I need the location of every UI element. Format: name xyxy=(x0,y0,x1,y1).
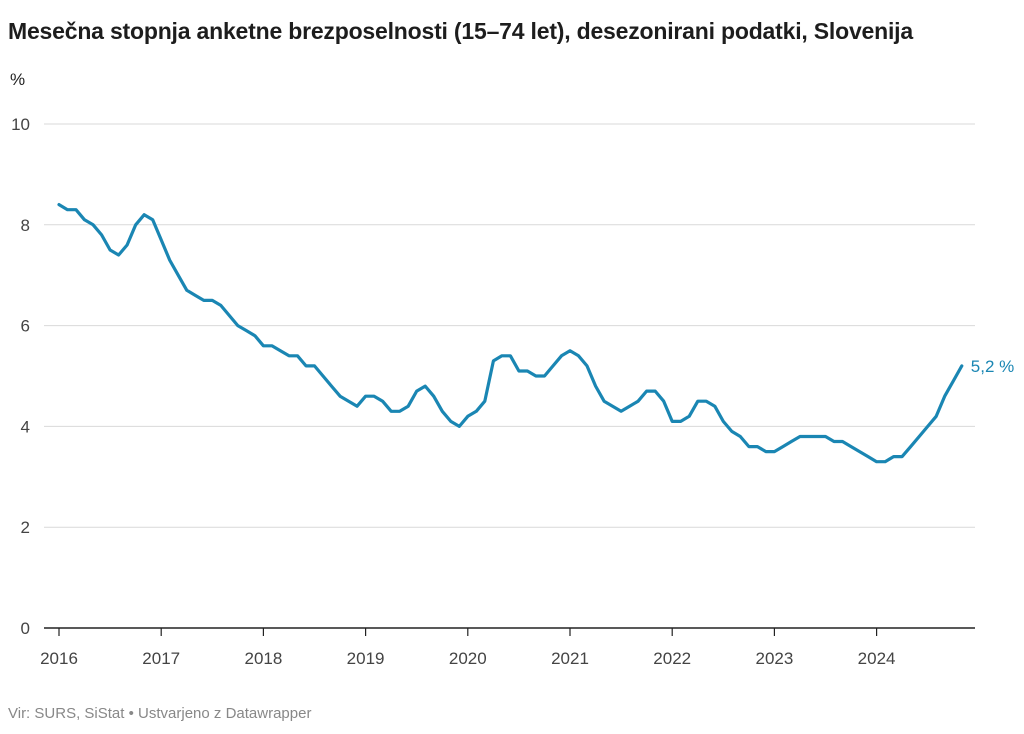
x-tick-label: 2018 xyxy=(244,649,282,668)
x-tick-label: 2019 xyxy=(347,649,385,668)
y-tick-label: 10 xyxy=(11,115,30,134)
x-tick-label: 2024 xyxy=(858,649,896,668)
y-tick-label: 6 xyxy=(21,317,30,336)
y-tick-label: 8 xyxy=(21,216,30,235)
y-tick-label: 0 xyxy=(21,619,30,638)
x-tick-label: 2021 xyxy=(551,649,589,668)
y-tick-label: 2 xyxy=(21,518,30,537)
end-value-label: 5,2 % xyxy=(971,357,1014,376)
footer-separator: • xyxy=(128,705,134,722)
x-tick-label: 2017 xyxy=(142,649,180,668)
y-unit-label: % xyxy=(10,70,26,89)
y-tick-label: 4 xyxy=(21,417,30,436)
source-text: Vir: SURS, SiStat xyxy=(8,705,125,722)
grid-lines xyxy=(44,123,975,528)
x-tick-label: 2022 xyxy=(653,649,691,668)
x-tick-label: 2023 xyxy=(755,649,793,668)
series-line xyxy=(57,203,964,464)
y-tick-labels: 0 2 4 6 8 10 xyxy=(11,115,30,638)
credit-text: Ustvarjeno z Datawrapper xyxy=(138,705,312,722)
x-ticks: 2016 2017 2018 2019 2020 2021 2022 2023 2024 xyxy=(40,628,896,668)
x-tick-label: 2016 xyxy=(40,649,78,668)
x-tick-label: 2020 xyxy=(449,649,487,668)
footer: Vir: SURS, SiStat • Ustvarjeno z Datawra… xyxy=(8,705,311,722)
chart-title: Mesečna stopnja anketne brezposelnosti (… xyxy=(8,18,913,44)
